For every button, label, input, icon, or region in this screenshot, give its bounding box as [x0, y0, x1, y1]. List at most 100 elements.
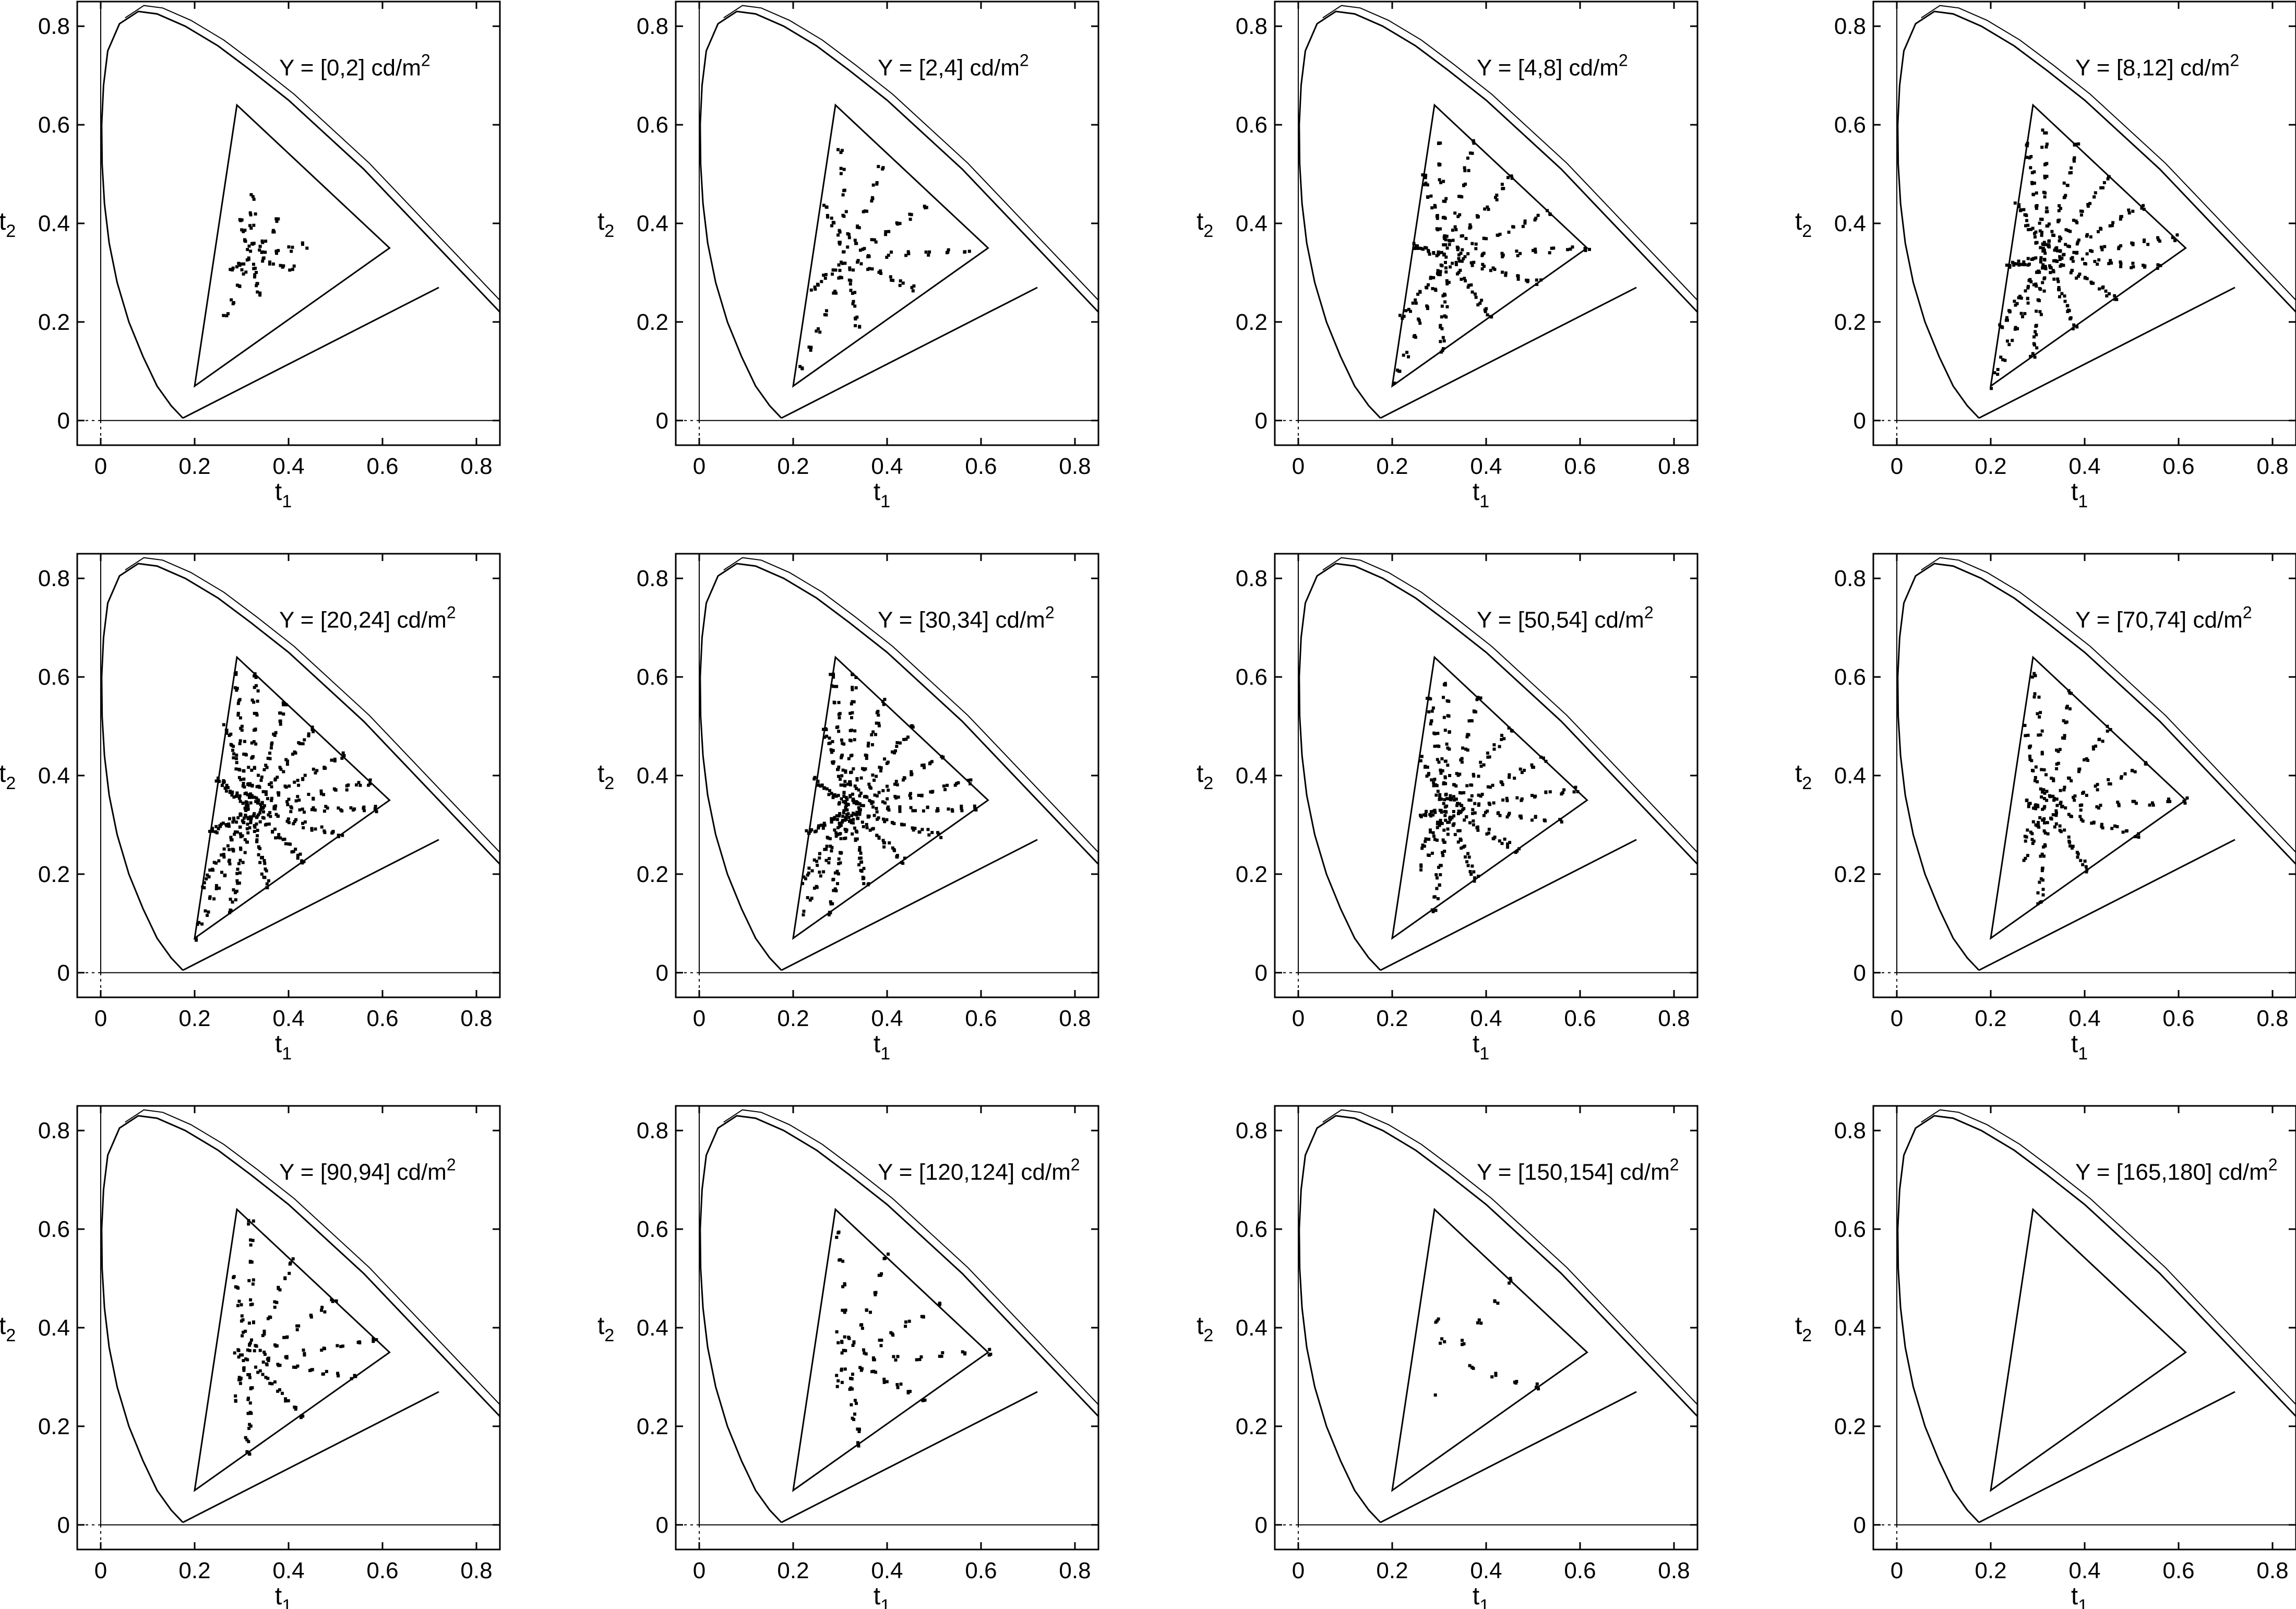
data-point — [2056, 219, 2060, 222]
data-point — [906, 735, 910, 739]
data-point — [848, 711, 852, 715]
data-point — [1530, 794, 1534, 797]
x-tick-label: 0.4 — [1470, 1558, 1502, 1583]
data-point — [839, 166, 843, 170]
data-point — [830, 750, 833, 754]
data-point — [1498, 232, 1502, 236]
data-point — [871, 1356, 875, 1360]
data-point — [843, 1367, 847, 1371]
data-point — [291, 268, 294, 271]
purple-line — [1380, 1391, 1637, 1523]
spectral-locus — [1897, 563, 2296, 971]
data-point — [855, 1402, 858, 1405]
data-point — [261, 816, 265, 819]
data-point — [2039, 246, 2042, 249]
data-point — [258, 293, 262, 297]
data-point — [2018, 209, 2022, 212]
data-point — [1463, 844, 1466, 848]
data-point — [228, 825, 231, 828]
data-point — [855, 830, 859, 834]
data-point — [908, 212, 912, 216]
data-point — [2029, 280, 2033, 283]
data-point — [236, 701, 240, 705]
data-point — [2012, 264, 2016, 267]
data-point — [292, 822, 295, 826]
data-point — [2042, 289, 2046, 293]
data-point — [2017, 205, 2021, 209]
data-point — [232, 816, 235, 820]
data-point — [260, 872, 264, 876]
data-point — [1515, 1380, 1518, 1383]
data-point — [247, 1219, 250, 1222]
data-point — [2035, 207, 2038, 210]
y-tick-label: 0.6 — [38, 664, 70, 690]
data-point — [1458, 269, 1462, 272]
data-point — [245, 801, 249, 805]
data-point — [2036, 780, 2039, 783]
data-point — [1470, 864, 1474, 868]
data-point — [808, 898, 812, 902]
data-point — [244, 1357, 248, 1361]
data-point — [1460, 847, 1463, 850]
data-point — [875, 721, 878, 725]
data-point — [242, 777, 246, 781]
data-point — [838, 821, 841, 825]
data-point — [877, 837, 881, 840]
x-axis-label: t1 — [1473, 1582, 1489, 1609]
data-point — [941, 1351, 944, 1354]
y-tick-label: 0 — [1853, 960, 1866, 986]
data-point — [282, 1336, 286, 1339]
data-point — [843, 1335, 846, 1339]
data-point — [262, 1329, 266, 1333]
x-tick-label: 0.2 — [178, 454, 210, 479]
data-point — [1544, 759, 1548, 763]
data-point — [1424, 182, 1428, 185]
data-point — [852, 700, 856, 704]
data-point — [2031, 227, 2035, 230]
x-tick-label: 0 — [693, 1558, 705, 1583]
data-point — [1560, 820, 1563, 824]
data-point — [922, 809, 925, 813]
data-point — [2029, 354, 2032, 358]
data-point — [2077, 770, 2080, 773]
luminance-range: Y = [30,34] cd/m — [878, 607, 1045, 633]
data-point — [846, 232, 850, 235]
data-point — [229, 743, 233, 746]
data-point — [375, 810, 378, 814]
data-point — [262, 768, 266, 771]
data-point — [285, 759, 289, 763]
data-point — [235, 757, 238, 760]
data-point — [2040, 750, 2044, 754]
data-point — [1473, 802, 1477, 805]
data-point — [1479, 794, 1482, 798]
data-point — [1416, 246, 1419, 250]
data-point — [816, 282, 819, 286]
data-point — [296, 795, 300, 798]
data-point — [2104, 289, 2108, 293]
data-point — [256, 290, 259, 294]
data-point — [2067, 245, 2071, 248]
data-point — [874, 1293, 877, 1296]
data-point — [2063, 294, 2066, 298]
data-point — [278, 711, 281, 715]
x-tick-label: 0.6 — [965, 1558, 997, 1583]
data-point — [1487, 828, 1491, 831]
data-point — [852, 799, 855, 803]
data-point — [291, 245, 294, 249]
data-point — [337, 806, 340, 810]
data-point — [830, 849, 833, 853]
data-point — [2037, 695, 2041, 699]
data-point — [838, 269, 842, 272]
data-point — [276, 1389, 280, 1393]
data-point — [261, 806, 265, 809]
data-point — [246, 1373, 250, 1376]
data-point — [1466, 157, 1469, 160]
unit-superscript: 2 — [1619, 51, 1628, 70]
data-point — [844, 210, 848, 213]
data-point — [843, 1310, 846, 1314]
data-point — [1439, 227, 1442, 231]
data-point — [254, 1365, 257, 1369]
data-point — [242, 230, 245, 233]
data-point — [248, 1423, 252, 1426]
